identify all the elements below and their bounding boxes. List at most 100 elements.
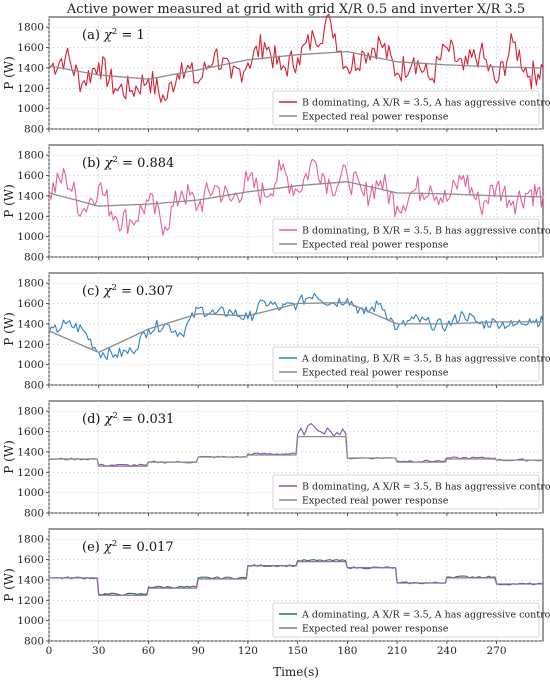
y-tick-label: 1600: [17, 42, 44, 54]
y-tick-label: 1600: [17, 170, 44, 182]
x-tick-label: 60: [142, 645, 155, 657]
panel-letter: (a): [82, 28, 104, 43]
y-tick-label: 1400: [17, 446, 44, 458]
chi-symbol: χ: [104, 156, 114, 171]
y-tick-label: 1200: [17, 595, 44, 607]
expected-series-line: [48, 181, 544, 207]
y-tick-label: 800: [24, 124, 44, 136]
y-tick-label: 1200: [17, 83, 44, 95]
panel-annotation: (b) χ2 = 0.884: [82, 155, 174, 171]
legend-entry: B dominating, B X/R = 3.5, B has aggress…: [302, 226, 550, 237]
y-axis-label: P (W): [2, 312, 16, 346]
legend-box: [272, 346, 540, 382]
chi-value: = 0.017: [117, 540, 173, 555]
chi-superscript: 2: [112, 27, 117, 37]
x-tick-label: 180: [337, 645, 357, 657]
legend-entry: Expected real power response: [302, 240, 449, 251]
legend-entry: Expected real power response: [302, 112, 449, 123]
y-tick-label: 1400: [17, 62, 44, 74]
chart-panel-5: 800 1000 1200 1400 1600 1800 0 30 60 90 120 150 180 2…: [2, 528, 550, 657]
chi-superscript: 2: [113, 411, 118, 421]
legend-entry: B dominating, A X/R = 3.5, B has aggress…: [302, 482, 550, 493]
y-tick-label: 1200: [17, 467, 44, 479]
chart-panel-1: 800 1000 1200 1400 1600 1800 P (W) (a) χ2 = 1 B …: [2, 13, 550, 136]
legend-entry: B dominating, A X/R = 3.5, A has aggress…: [302, 98, 550, 109]
y-tick-label: 1200: [17, 339, 44, 351]
measured-series-line: [48, 158, 544, 236]
legend-box: [272, 90, 540, 126]
chi-symbol: χ: [103, 284, 113, 299]
y-tick-label: 1000: [17, 487, 44, 499]
chi-symbol: χ: [104, 412, 114, 427]
figure-title: Active power measured at grid with grid …: [66, 2, 525, 17]
y-tick-label: 1400: [17, 190, 44, 202]
chart-panel-3: 800 1000 1200 1400 1600 1800 P (W) (c) χ2 = 0.3…: [2, 272, 550, 392]
x-tick-label: 270: [487, 645, 507, 657]
x-tick-label: 30: [92, 645, 105, 657]
y-tick-label: 1000: [17, 231, 44, 243]
y-tick-label: 1800: [17, 534, 44, 546]
y-tick-label: 1000: [17, 615, 44, 627]
chi-value: = 0.307: [117, 284, 173, 299]
y-tick-label: 1800: [17, 406, 44, 418]
chart-panel-4: 800 1000 1200 1400 1600 1800 P (W) (d) χ2 = 0.0…: [2, 400, 550, 520]
panel-letter: (c): [82, 284, 104, 299]
y-axis-label: P (W): [2, 56, 16, 90]
legend-entry: A dominating, B X/R = 3.5, B has aggress…: [301, 354, 550, 365]
y-tick-label: 1200: [17, 211, 44, 223]
measured-series-line: [48, 13, 544, 103]
y-tick-label: 1800: [17, 150, 44, 162]
y-tick-label: 800: [24, 508, 44, 520]
panel-annotation: (c) χ2 = 0.307: [82, 283, 173, 299]
y-tick-label: 1400: [17, 574, 44, 586]
y-tick-label: 1600: [17, 426, 44, 438]
chi-value: = 0.884: [118, 156, 174, 171]
y-tick-label: 1600: [17, 554, 44, 566]
panel-letter: (d): [82, 412, 105, 427]
legend-entry: A dominating, A X/R = 3.5, A has aggress…: [301, 610, 550, 621]
y-tick-label: 1800: [17, 278, 44, 290]
legend-entry: Expected real power response: [302, 624, 449, 635]
y-axis-label: P (W): [2, 184, 16, 218]
panel-annotation: (d) χ2 = 0.031: [82, 411, 174, 427]
chi-superscript: 2: [111, 283, 116, 293]
y-tick-label: 800: [24, 252, 44, 264]
chi-symbol: χ: [103, 28, 113, 43]
chi-superscript: 2: [112, 539, 117, 549]
y-axis-label: P (W): [2, 568, 16, 602]
panel-letter: (e): [82, 540, 104, 555]
chi-value: = 1: [117, 28, 144, 43]
chi-superscript: 2: [113, 155, 118, 165]
x-tick-label: 150: [288, 645, 308, 657]
x-tick-label: 240: [437, 645, 457, 657]
expected-series-line: [49, 560, 543, 596]
x-axis-label: Time(s): [273, 665, 319, 679]
legend-box: [272, 218, 540, 254]
chart-panel-2: 800 1000 1200 1400 1600 1800 P (W) (b) χ2 = 0.8…: [2, 144, 550, 264]
legend-entry: Expected real power response: [302, 496, 449, 507]
expected-series-line: [48, 50, 544, 80]
y-tick-label: 1600: [17, 298, 44, 310]
y-tick-label: 1000: [17, 103, 44, 115]
y-tick-label: 800: [24, 636, 44, 648]
chi-symbol: χ: [103, 540, 113, 555]
y-tick-label: 1000: [17, 359, 44, 371]
legend-entry: Expected real power response: [302, 368, 449, 379]
x-tick-label: 0: [46, 645, 53, 657]
x-tick-label: 90: [192, 645, 205, 657]
legend-box: [272, 474, 540, 510]
chi-value: = 0.031: [118, 412, 174, 427]
panel-annotation: (e) χ2 = 0.017: [82, 539, 174, 555]
expected-series-line: [48, 301, 543, 354]
y-axis-label: P (W): [2, 440, 16, 474]
y-tick-label: 800: [24, 380, 44, 392]
expected-series-line: [49, 435, 543, 467]
panel-letter: (b): [82, 156, 105, 171]
y-tick-label: 1800: [17, 22, 44, 34]
panel-annotation: (a) χ2 = 1: [82, 27, 145, 43]
x-tick-label: 120: [238, 645, 258, 657]
x-tick-label: 210: [387, 645, 407, 657]
y-tick-label: 1400: [17, 318, 44, 330]
